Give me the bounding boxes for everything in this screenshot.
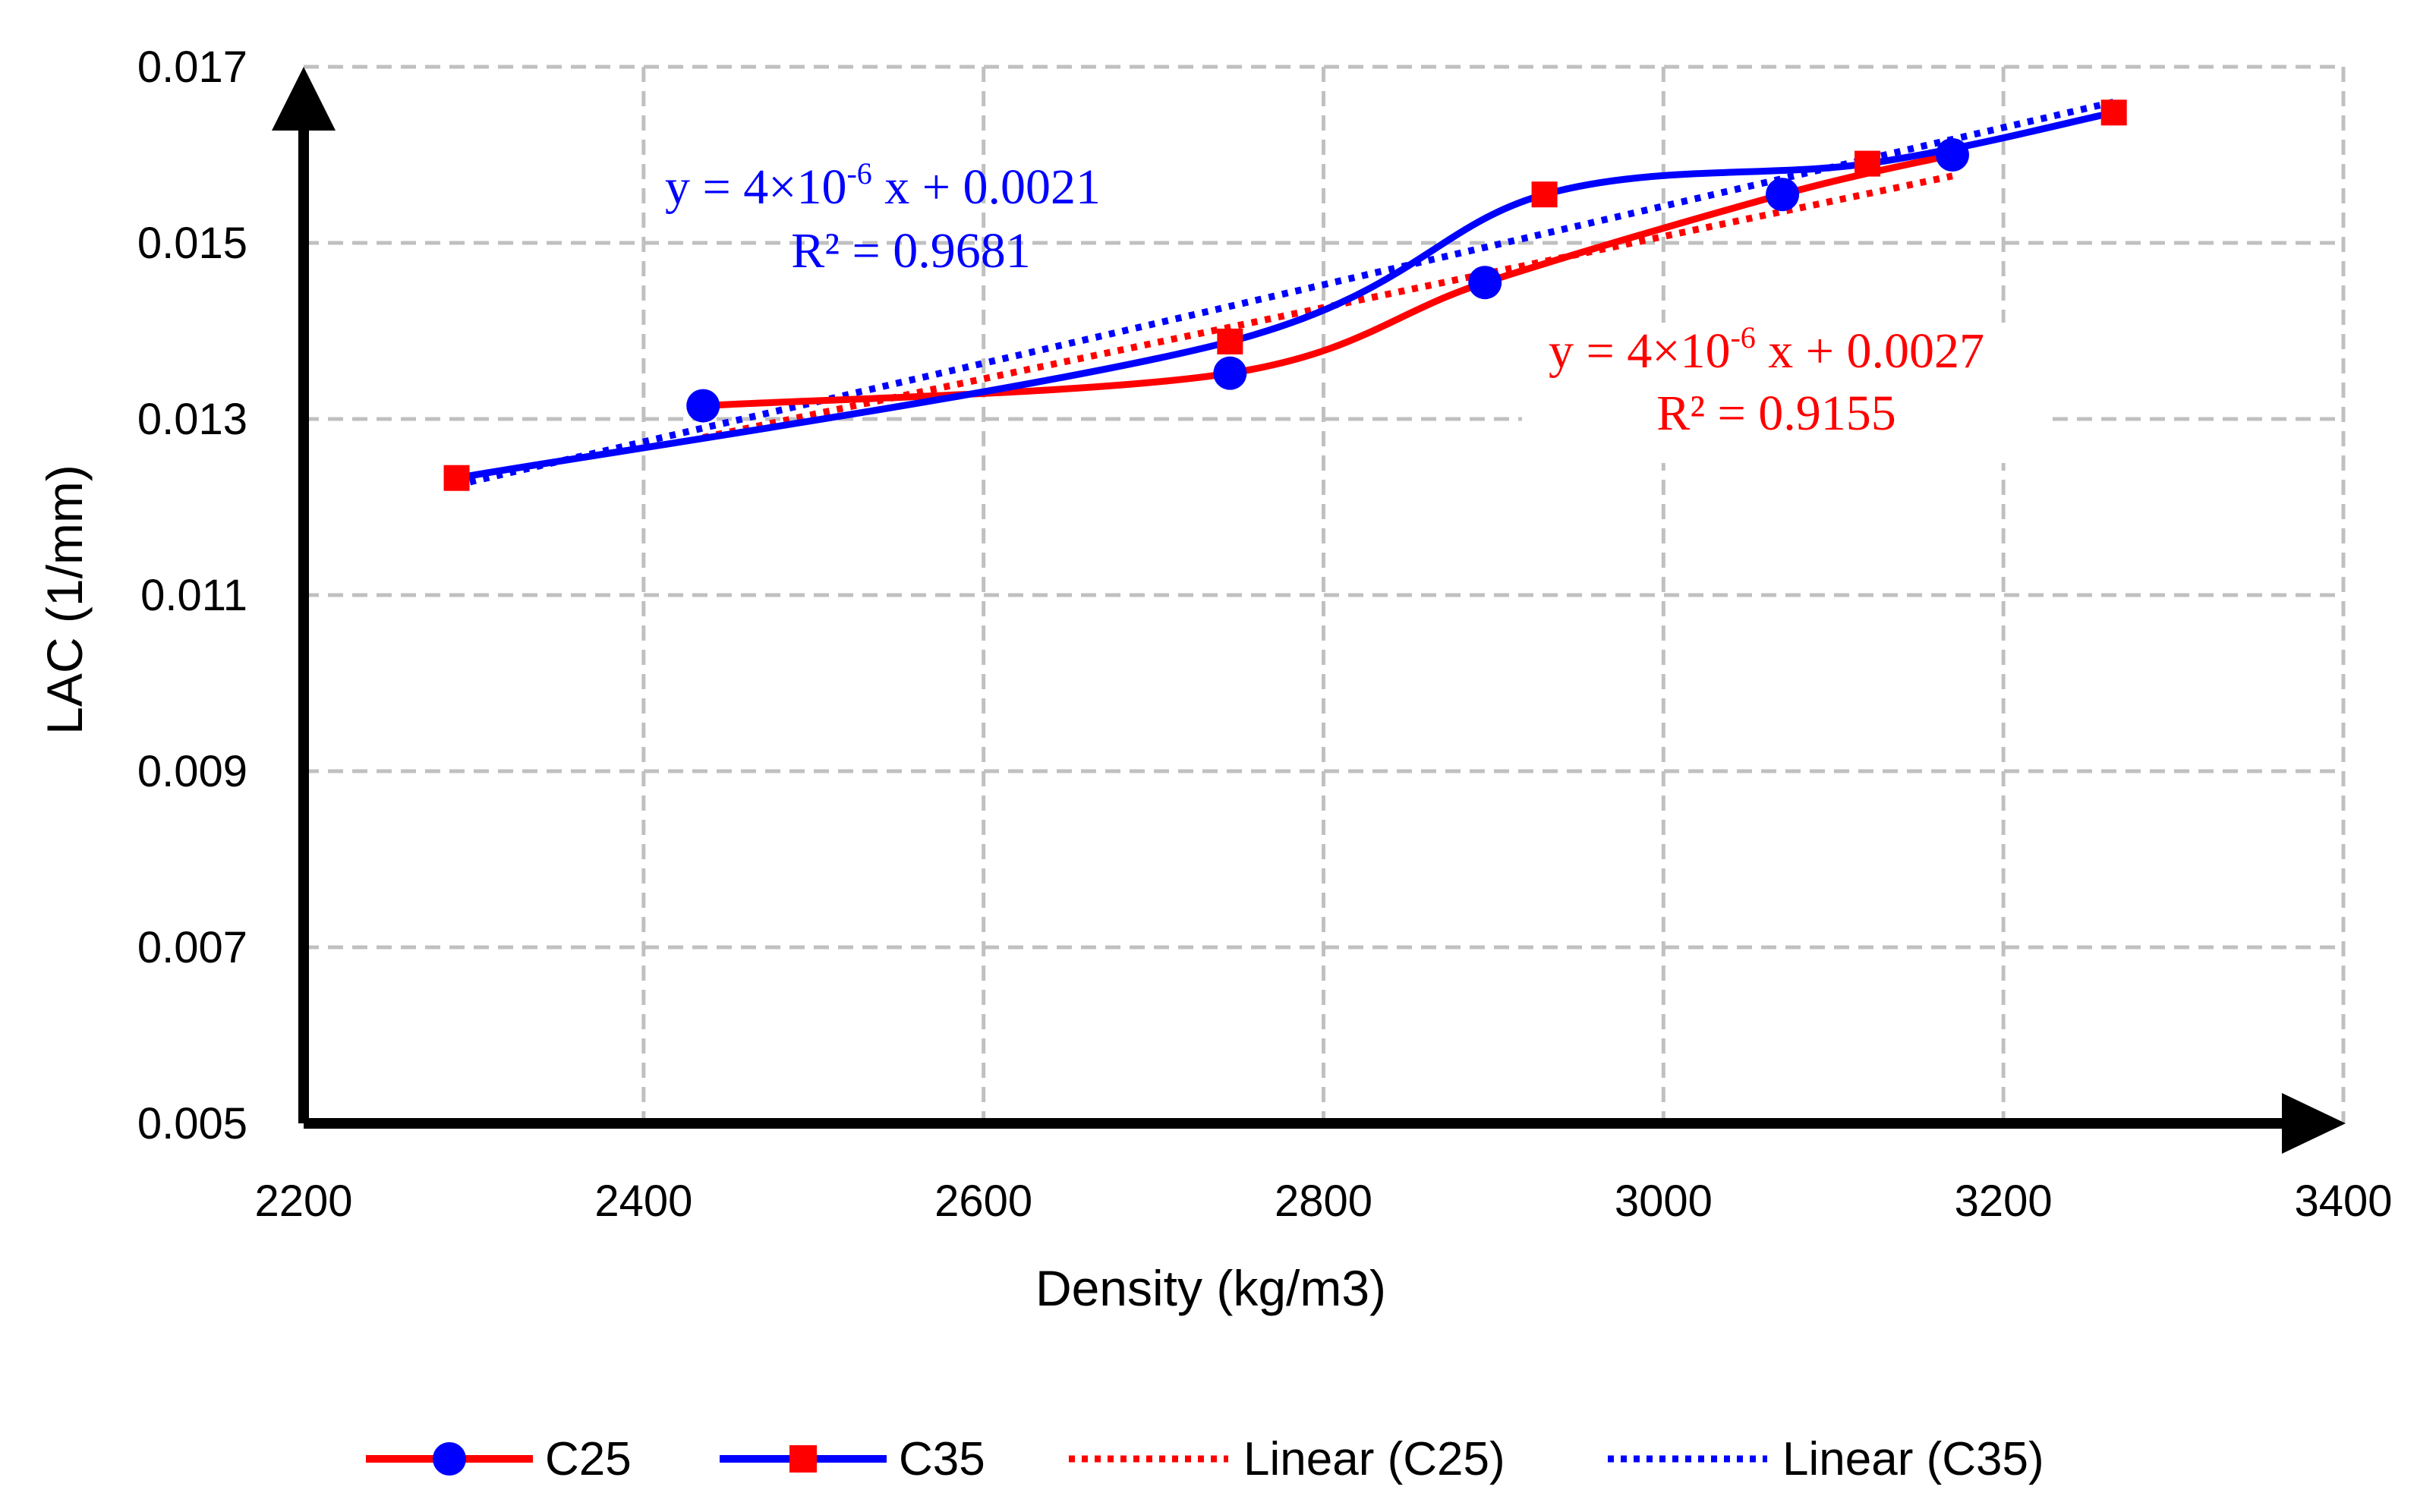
- trendlines: [455, 99, 2115, 489]
- legend-c25-marker: [433, 1442, 466, 1476]
- x-tick-label: 2200: [254, 1177, 352, 1226]
- legend-c35-marker: [789, 1445, 817, 1473]
- series-line-c35: [455, 109, 2115, 482]
- c25-equation-exponent: -6: [1730, 320, 1755, 354]
- data-point-c35: [1217, 328, 1243, 354]
- y-tick-label: 0.005: [137, 1099, 247, 1148]
- y-tick-label: 0.009: [137, 747, 247, 796]
- c35-r-squared: R² = 0.9681: [791, 223, 1031, 279]
- trendline-linear-c35: [455, 99, 2115, 489]
- legend-linear-c35-label: Linear (C35): [1782, 1433, 2044, 1485]
- x-tick-labels: 2200 2400 2600 2800 3000 3200 3400: [254, 1177, 2392, 1226]
- gridlines: [304, 65, 2346, 1123]
- x-tick-label: 2800: [1275, 1177, 1372, 1226]
- x-tick-label: 3200: [1955, 1177, 2053, 1226]
- legend-c35-label: C35: [899, 1433, 985, 1485]
- y-axis-title: LAC (1/mm): [36, 465, 93, 735]
- x-axis-arrow: [2282, 1093, 2346, 1154]
- c35-equation-suffix: x + 0.0021: [872, 159, 1101, 215]
- legend-c25-label: C25: [545, 1433, 632, 1485]
- c35-equation: y = 4×10-6 x + 0.0021: [665, 156, 1101, 215]
- y-tick-labels: 0.005 0.007 0.009 0.011 0.013 0.015 0.017: [137, 43, 247, 1148]
- data-point-c25: [1766, 178, 1800, 212]
- y-tick-label: 0.013: [137, 395, 247, 444]
- c25-equation-prefix: y = 4×10: [1549, 323, 1730, 379]
- x-tick-label: 3000: [1615, 1177, 1713, 1226]
- data-point-c25: [1935, 138, 1969, 172]
- c35-equation-exponent: -6: [846, 156, 871, 191]
- data-point-c35: [1855, 150, 1881, 177]
- data-point-c35: [443, 465, 470, 491]
- c35-equation-prefix: y = 4×10: [665, 159, 846, 215]
- c25-r-squared: R² = 0.9155: [1656, 386, 1896, 441]
- x-tick-label: 2600: [934, 1177, 1032, 1226]
- series-markers: [443, 99, 2127, 491]
- data-point-c35: [2100, 99, 2127, 126]
- y-tick-label: 0.011: [140, 571, 247, 620]
- c25-equation: y = 4×10-6 x + 0.0027: [1549, 320, 1984, 379]
- data-point-c25: [1213, 356, 1247, 390]
- x-axis-title: Density (kg/m3): [1035, 1260, 1386, 1316]
- data-point-c35: [1531, 181, 1558, 208]
- y-tick-label: 0.015: [137, 219, 247, 268]
- x-tick-label: 3400: [2294, 1177, 2392, 1226]
- y-tick-label: 0.017: [137, 43, 247, 92]
- c25-annotation-background: [1522, 323, 2050, 463]
- legend: C25 C35 Linear (C25) Linear (C35): [366, 1433, 2044, 1485]
- data-point-c25: [686, 389, 720, 423]
- data-point-c25: [1468, 266, 1502, 300]
- x-tick-label: 2400: [594, 1177, 692, 1226]
- y-tick-label: 0.007: [137, 923, 247, 972]
- y-axis-arrow: [272, 67, 336, 131]
- legend-linear-c25-label: Linear (C25): [1243, 1433, 1505, 1485]
- axes: [272, 67, 2346, 1154]
- series-lines: [455, 109, 2115, 482]
- c25-equation-suffix: x + 0.0027: [1756, 323, 1984, 379]
